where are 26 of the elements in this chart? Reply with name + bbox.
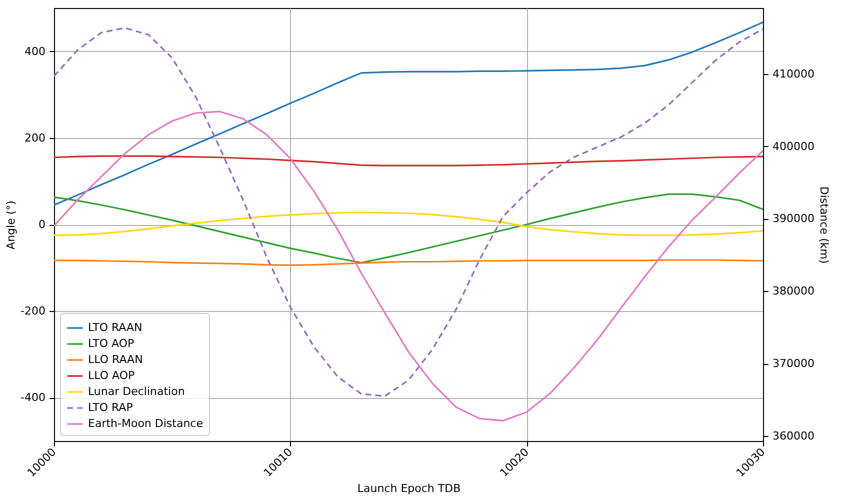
- line-series: [54, 27, 763, 397]
- line-series: [54, 212, 763, 236]
- legend-label: LTO RAAN: [88, 321, 142, 334]
- y2-tick-label: 380000: [772, 284, 814, 298]
- legend-label: Earth-Moon Distance: [88, 417, 204, 430]
- legend-label: LLO AOP: [88, 369, 136, 382]
- y2-axis-title: Distance (km): [817, 186, 830, 264]
- legend-label: LTO AOP: [88, 337, 134, 350]
- line-series: [54, 193, 763, 264]
- y-tick-label: 0: [38, 218, 46, 231]
- y2-tick-label: 400000: [772, 140, 814, 153]
- y2-tick-label: 360000: [772, 429, 814, 442]
- y-tick-label: -400: [20, 391, 46, 404]
- y-tick-label: -200: [20, 304, 46, 318]
- line-series: [54, 21, 763, 206]
- y2-tick-label: 390000: [772, 212, 814, 226]
- y-tick-label: 200: [24, 131, 46, 144]
- legend-label: LTO RAP: [88, 401, 134, 414]
- y2-tick-label: 370000: [772, 357, 814, 370]
- legend-label: Lunar Declination: [88, 385, 185, 398]
- legend-label: LLO RAAN: [88, 353, 143, 366]
- y2-tick-label: 410000: [772, 67, 814, 80]
- x-axis-title: Launch Epoch TDB: [357, 482, 461, 495]
- line-series: [54, 155, 763, 166]
- y-tick-label: 400: [24, 44, 46, 58]
- y-axis-title: Angle (°): [4, 200, 18, 250]
